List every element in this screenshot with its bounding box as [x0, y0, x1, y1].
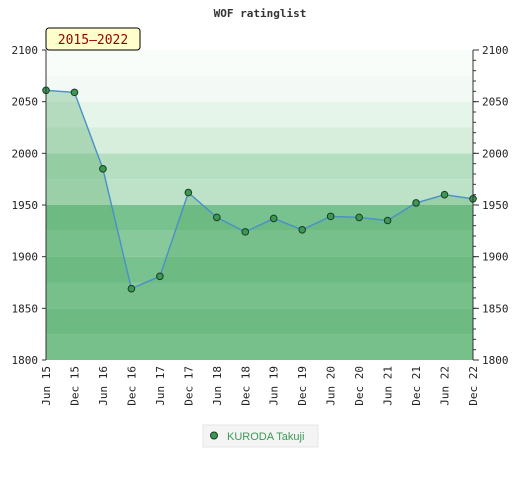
y-tick-label: 2050	[12, 96, 39, 109]
rating-band-tint	[46, 230, 473, 257]
data-point[interactable]	[99, 165, 107, 173]
rating-band	[46, 179, 473, 205]
data-point[interactable]	[70, 88, 79, 97]
data-point[interactable]	[213, 213, 221, 222]
rating-band	[46, 153, 473, 180]
x-tick-label: Jun 20	[325, 366, 338, 406]
data-point[interactable]	[355, 213, 363, 222]
period-badge: 2015–2022	[45, 27, 141, 51]
x-tick-label: Dec 15	[68, 366, 81, 406]
rating-band	[46, 101, 473, 128]
data-point[interactable]	[241, 228, 250, 236]
x-tick-label: Jun 21	[382, 366, 395, 406]
x-tick-label: Jun 15	[40, 366, 53, 406]
rating-band	[46, 75, 473, 102]
rating-band	[46, 50, 473, 76]
rating-band-tint	[46, 334, 473, 360]
data-point[interactable]	[269, 214, 278, 223]
x-tick-label: Jun 16	[97, 366, 110, 406]
data-point[interactable]	[127, 284, 136, 293]
y-tick-label: 2000	[12, 147, 39, 160]
data-point[interactable]	[156, 272, 164, 281]
y-tick-label-right: 1900	[482, 251, 509, 264]
y-tick-label-right: 2100	[482, 44, 509, 57]
x-tick-label: Dec 17	[182, 366, 195, 406]
x-tick-label: Dec 22	[467, 366, 480, 406]
y-tick-label: 1850	[12, 302, 39, 315]
rating-band-tint	[46, 75, 473, 102]
data-point[interactable]	[326, 212, 335, 221]
x-tick-label: Jun 22	[439, 366, 452, 406]
rating-bands	[46, 50, 473, 360]
y-tick-label-right: 1850	[482, 302, 509, 315]
plot-area	[42, 86, 477, 361]
x-tick-label: Jun 19	[268, 366, 281, 406]
y-tick-label: 1900	[12, 251, 39, 264]
y-tick-label-right: 1800	[482, 354, 509, 367]
legend[interactable]: KURODA Takuji	[202, 424, 319, 448]
x-tick-label: Jun 17	[154, 366, 167, 406]
rating-band	[46, 308, 473, 335]
rating-band-tint	[46, 179, 473, 205]
y-tick-label-right: 1950	[482, 199, 509, 212]
rating-band-tint	[46, 282, 473, 309]
axes: 1800 1800 1850 1850 1900 1900 1950 1950 2000 2000…	[12, 44, 509, 406]
data-point[interactable]	[440, 190, 449, 199]
y-tick-label: 1800	[12, 354, 39, 367]
legend-marker-icon	[210, 431, 218, 440]
data-point[interactable]	[184, 188, 193, 197]
y-tick-label: 2100	[12, 44, 39, 57]
rating-band	[46, 282, 473, 309]
rating-band	[46, 334, 473, 360]
data-point[interactable]	[383, 216, 392, 225]
rating-band	[46, 256, 473, 283]
x-tick-label: Dec 19	[296, 366, 309, 406]
y-tick-label-right: 2000	[482, 147, 509, 160]
y-tick-label: 1950	[12, 199, 39, 212]
rating-band	[46, 230, 473, 257]
x-tick-label: Dec 18	[239, 366, 252, 406]
chart-title: WOF ratinglist	[214, 7, 307, 20]
legend-series-label: KURODA Takuji	[227, 431, 304, 443]
data-point[interactable]	[412, 199, 420, 207]
x-tick-label: Jun 18	[211, 366, 224, 406]
series-line	[45, 89, 474, 290]
x-tick-label: Dec 16	[125, 366, 138, 406]
data-point[interactable]	[298, 226, 307, 234]
period-badge-label: 2015–2022	[58, 33, 128, 48]
y-tick-label-right: 2050	[482, 96, 509, 109]
x-tick-label: Dec 20	[353, 366, 366, 406]
x-tick-label: Dec 21	[410, 366, 423, 406]
rating-band-tint	[46, 127, 473, 154]
rating-band	[46, 127, 473, 154]
